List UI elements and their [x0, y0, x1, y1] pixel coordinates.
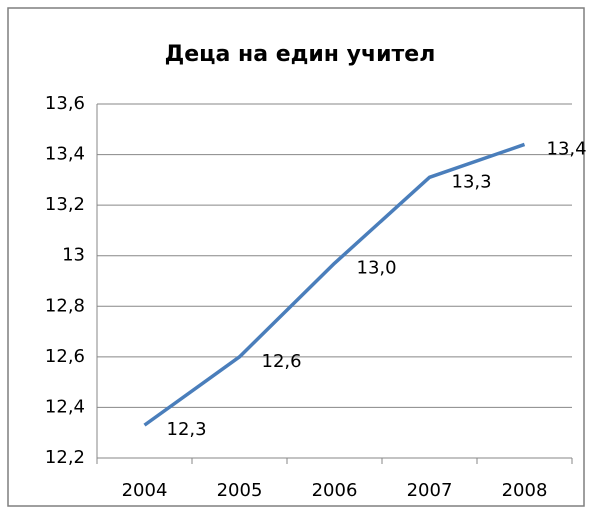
y-tick-label: 13	[62, 245, 85, 266]
x-tick-label: 2005	[217, 480, 263, 501]
data-label: 12,6	[262, 351, 302, 372]
chart-title: Деца на един учител	[165, 42, 436, 67]
x-tick-label: 2008	[502, 480, 548, 501]
data-label: 13,3	[452, 171, 492, 192]
data-line	[143, 142, 526, 427]
x-tick-label: 2004	[122, 480, 168, 501]
y-tick-label: 13,4	[45, 144, 85, 165]
x-tick-label: 2007	[407, 480, 453, 501]
y-tick-label: 13,6	[45, 93, 85, 114]
chart-frame	[7, 7, 585, 507]
data-label: 13,4	[547, 138, 587, 159]
y-tick-label: 13,2	[45, 194, 85, 215]
data-label: 13,0	[357, 257, 397, 278]
y-tick-label: 12,8	[45, 295, 85, 316]
x-tick-label: 2006	[312, 480, 358, 501]
y-tick-label: 12,2	[45, 447, 85, 468]
data-label: 12,3	[167, 419, 207, 440]
y-tick-label: 12,4	[45, 396, 85, 417]
y-tick-label: 12,6	[45, 346, 85, 367]
